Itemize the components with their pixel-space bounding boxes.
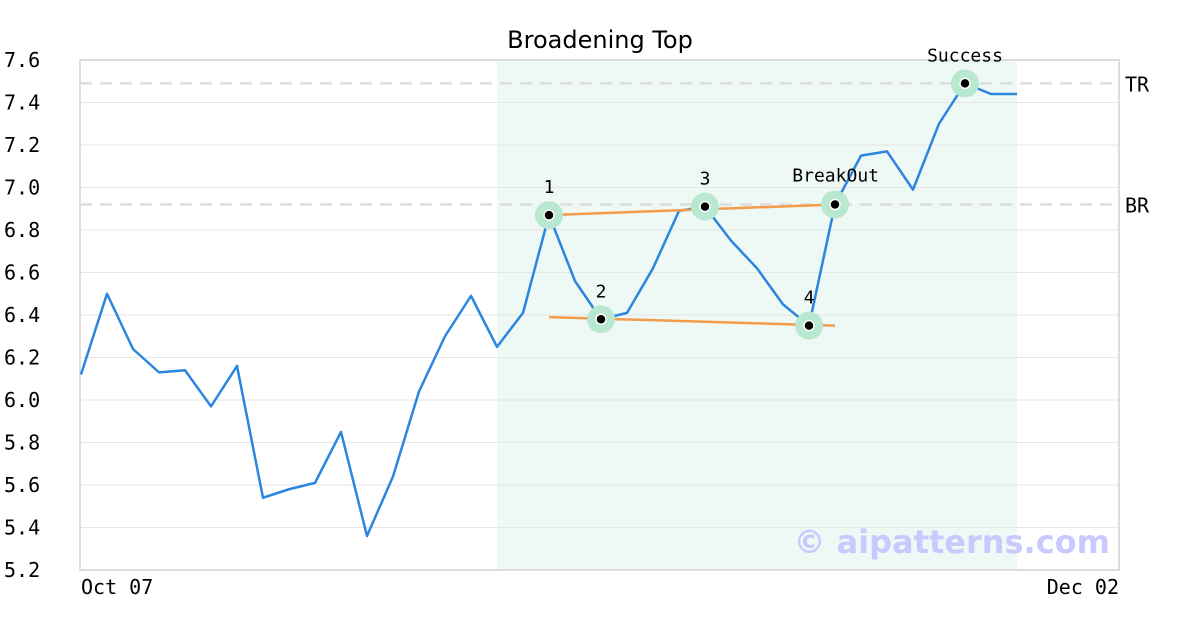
y-tick-label: 7.2 — [4, 133, 40, 157]
y-tick-label: 5.4 — [4, 516, 40, 540]
pattern-points: 1 2 3 4 BreakOut Success — [535, 45, 1003, 340]
y-tick-label: 6.2 — [4, 346, 40, 370]
y-tick-label: 6.8 — [4, 218, 40, 242]
reference-label-tr: TR — [1125, 72, 1150, 96]
point-marker — [595, 313, 607, 325]
watermark: © aipatterns.com — [793, 523, 1110, 561]
y-tick-label: 6.0 — [4, 388, 40, 412]
reference-lines: TR BR — [80, 72, 1150, 218]
y-tick-label: 5.2 — [4, 558, 40, 582]
point-marker — [543, 209, 555, 221]
reference-label-br: BR — [1125, 194, 1150, 218]
point-marker — [959, 77, 971, 90]
point-label: BreakOut — [792, 166, 879, 187]
y-tick-label: 7.4 — [4, 91, 40, 115]
x-tick-label: Oct 07 — [81, 575, 153, 599]
y-tick-label: 6.6 — [4, 261, 40, 285]
y-tick-label: 5.6 — [4, 473, 40, 497]
point-marker — [699, 200, 711, 213]
point-label: 1 — [544, 177, 555, 198]
y-axis: 5.2 5.4 5.6 5.8 6.0 6.2 6.4 6.6 6.8 7.0 7.2 7.4 7.6 — [4, 48, 40, 582]
point-label: 3 — [700, 169, 711, 190]
y-tick-label: 5.8 — [4, 431, 40, 455]
plot-frame — [79, 59, 1120, 571]
point-label: Success — [927, 45, 1003, 66]
point-label: 4 — [804, 288, 815, 309]
x-axis: Oct 07 Dec 02 — [81, 575, 1119, 599]
grid-lines — [80, 59, 1119, 571]
y-tick-label: 7.0 — [4, 176, 40, 200]
point-marker — [829, 198, 841, 211]
x-tick-label: Dec 02 — [1047, 575, 1119, 599]
point-label: 2 — [596, 281, 607, 302]
y-tick-label: 7.6 — [4, 48, 40, 72]
y-tick-label: 6.4 — [4, 303, 40, 327]
chart-title: Broadening Top — [507, 26, 693, 54]
point-marker — [803, 319, 815, 332]
